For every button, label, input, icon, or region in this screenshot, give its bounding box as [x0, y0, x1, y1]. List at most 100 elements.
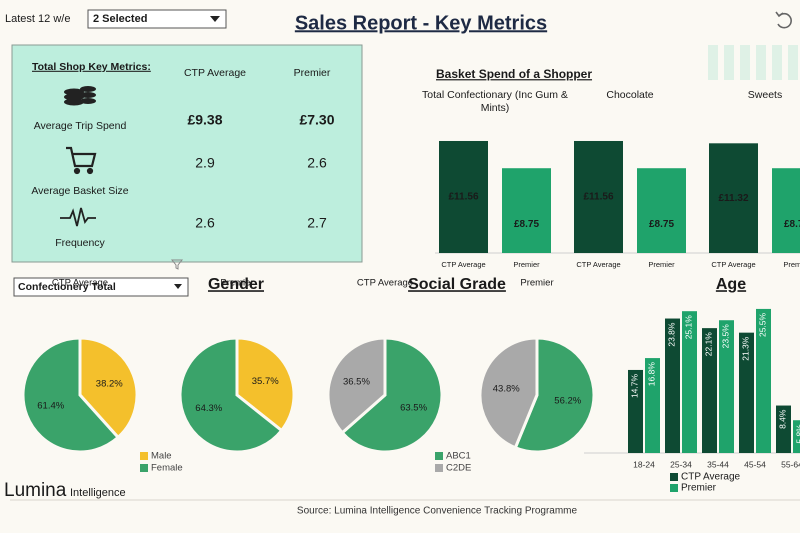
pie-subtitle: CTP Average — [52, 278, 108, 289]
bar-label: Premier — [648, 260, 675, 269]
pie-slice — [326, 336, 387, 435]
page-title: Sales Report - Key Metrics — [295, 12, 547, 34]
data-label: 36.5% — [343, 377, 370, 388]
data-label: 16.8% — [647, 362, 657, 387]
legend-label: CTP Average — [681, 472, 741, 483]
pie-subtitle: Premier — [220, 278, 253, 289]
legend-swatch — [670, 473, 678, 481]
column-header: Premier — [294, 67, 331, 79]
decoration — [708, 45, 798, 80]
metric-label: Average Basket Size — [31, 185, 128, 197]
pie-slice — [78, 336, 139, 440]
data-label: £11.32 — [718, 193, 748, 204]
bar-label: CTP Average — [711, 260, 755, 269]
group-label: Total Confectionary (Inc Gum & Mints) — [422, 89, 568, 114]
dropdown-value[interactable]: 2 Selected — [93, 13, 147, 25]
data-label: £11.56 — [583, 192, 613, 203]
x-tick-label: 18-24 — [633, 459, 655, 469]
pie-slice — [478, 336, 539, 450]
pie-slice — [178, 336, 284, 454]
legend-swatch — [140, 464, 148, 472]
data-label: £8.75 — [649, 219, 674, 230]
dropdown-value[interactable]: Confectionery Total — [18, 281, 116, 293]
data-label: 22.1% — [704, 332, 714, 357]
bar-label: Premier — [513, 260, 540, 269]
bar — [439, 140, 488, 253]
bar-label: CTP Average — [576, 260, 620, 269]
filter-dropdown[interactable]: Confectionery Total — [13, 277, 189, 297]
pie-slice — [235, 336, 296, 433]
metric-value: £9.38 — [187, 112, 222, 128]
legend-label: Premier — [681, 483, 717, 494]
legend-label: Female — [151, 463, 183, 474]
bar-label: Premier — [783, 260, 800, 269]
period-dropdown[interactable]: 2 Selected — [87, 9, 227, 29]
data-label: 61.4% — [37, 401, 64, 412]
legend-label: C2DE — [446, 463, 471, 474]
metric-value: 2.9 — [195, 155, 215, 171]
chart-title: Gender — [208, 276, 264, 293]
data-label: 25.5% — [758, 312, 768, 337]
cart-icon — [66, 146, 97, 175]
bar — [702, 328, 717, 453]
bar — [709, 143, 758, 253]
data-label: 35.7% — [252, 376, 279, 387]
bar — [772, 168, 800, 253]
bar — [793, 420, 800, 453]
data-label: 21.3% — [741, 336, 751, 361]
reset-button[interactable] — [775, 11, 792, 29]
data-label: 25.1% — [684, 315, 694, 340]
data-label: £8.75 — [784, 219, 800, 230]
metric-value: 2.6 — [195, 215, 215, 231]
data-label: £11.56 — [448, 192, 478, 203]
bar-label: CTP Average — [441, 260, 485, 269]
period-label: Latest 12 w/e — [5, 13, 70, 25]
bar — [637, 168, 686, 253]
group-label: Chocolate — [606, 89, 654, 101]
legend-swatch — [670, 484, 678, 492]
data-label: 14.7% — [630, 374, 640, 399]
bar — [502, 168, 551, 253]
bar — [756, 308, 771, 453]
bar — [574, 140, 623, 253]
data-label: £8.75 — [514, 219, 539, 230]
metric-label: Average Trip Spend — [34, 120, 127, 132]
legend-swatch — [435, 452, 443, 460]
bar — [682, 311, 697, 453]
x-tick-label: 45-54 — [744, 459, 766, 469]
column-header: CTP Average — [184, 67, 246, 79]
logo-suffix: Intelligence — [70, 487, 126, 499]
chart-title: Age — [716, 276, 746, 293]
data-label: 8.4% — [778, 409, 788, 429]
x-tick-label: 55-64 — [781, 459, 800, 469]
data-label: 64.3% — [195, 403, 222, 414]
pie-slice — [21, 336, 121, 454]
x-tick-label: 35-44 — [707, 459, 729, 469]
chart-title: Basket Spend of a Shopper — [436, 67, 592, 81]
panel-title: Total Shop Key Metrics: — [32, 61, 151, 73]
data-label: 38.2% — [96, 378, 123, 389]
pulse-icon — [60, 207, 96, 227]
bar — [776, 405, 791, 453]
data-label: 23.5% — [721, 324, 731, 349]
metric-value: 2.7 — [307, 215, 327, 231]
legend-swatch — [435, 464, 443, 472]
logo: Lumina — [4, 480, 67, 501]
data-label: 63.5% — [400, 402, 427, 413]
data-label: 43.8% — [493, 383, 520, 394]
key-metrics-panel — [11, 44, 363, 263]
metric-value: 2.6 — [307, 155, 327, 171]
bar — [739, 332, 754, 453]
data-label: 23.8% — [667, 322, 677, 347]
pie-subtitle: Premier — [520, 278, 553, 289]
pie-subtitle: CTP Average — [357, 278, 413, 289]
chart-title: Social Grade — [408, 276, 506, 293]
coins-icon — [64, 86, 96, 106]
pie-slice — [513, 336, 596, 454]
filter-icon[interactable] — [170, 259, 184, 270]
metric-label: Frequency — [55, 237, 105, 249]
source-note: Source: Lumina Intelligence Convenience … — [297, 506, 578, 517]
bar — [719, 320, 734, 453]
